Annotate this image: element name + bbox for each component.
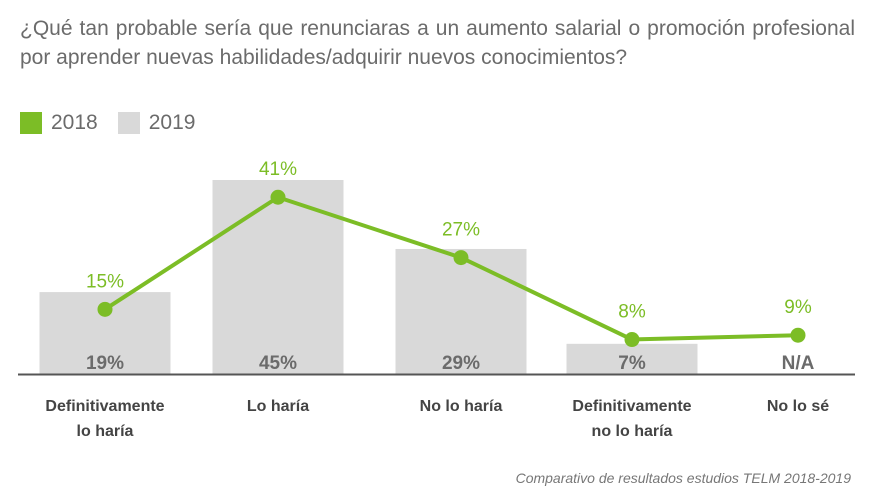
category-label-1: Lo haría	[247, 398, 309, 415]
point-label-2018-0: 15%	[86, 271, 124, 292]
category-label-0: Definitivamente lo haría	[45, 398, 164, 440]
point-2018-4	[790, 327, 806, 343]
source-caption: Comparativo de resultados estudios TELM …	[515, 470, 851, 486]
bar-label-2019-4: N/A	[782, 353, 815, 374]
legend-swatch-2019	[117, 112, 140, 134]
category-label-3: Definitivamente no lo haría	[572, 398, 691, 440]
category-label-line: Definitivamente	[572, 398, 691, 415]
category-label-line: No lo sé	[767, 398, 829, 415]
point-label-2018-1: 41%	[259, 159, 297, 180]
category-label-line: Definitivamente	[45, 398, 164, 415]
bar-label-2019-2: 29%	[442, 353, 480, 374]
legend-swatch-2018	[20, 112, 42, 134]
point-label-2018-4: 9%	[784, 297, 812, 318]
bar-label-2019-0: 19%	[86, 353, 124, 374]
category-label-2: No lo haría	[420, 398, 503, 415]
bar-label-2019-1: 45%	[259, 353, 297, 374]
legend-item-2019: 2019	[117, 111, 196, 135]
point-label-2018-3: 8%	[618, 302, 646, 323]
bar-label-2019-3: 7%	[618, 353, 646, 374]
bar-2019-2	[395, 248, 527, 374]
chart: 19% 45% 29% 7% N/A 15% 41% 27% 8% 9% Definitivamen…	[18, 159, 855, 440]
category-label-line: no lo haría	[592, 423, 673, 440]
category-label-4: No lo sé	[767, 398, 829, 415]
point-2018-1	[270, 189, 286, 205]
point-2018-3	[624, 332, 640, 348]
category-label-line: No lo haría	[420, 398, 503, 415]
legend-label-2019: 2019	[148, 111, 196, 134]
category-label-line: Lo haría	[247, 398, 309, 415]
legend: 2018 2019	[20, 110, 215, 136]
chart-title: ¿Qué tan probable sería que renunciaras …	[20, 17, 855, 69]
bar-2019-3	[566, 343, 698, 374]
category-label-line: lo haría	[77, 423, 134, 440]
legend-label-2018: 2018	[51, 111, 98, 134]
point-2018-0	[97, 301, 113, 317]
legend-item-2018: 2018	[20, 111, 98, 135]
point-2018-2	[453, 250, 469, 266]
point-label-2018-2: 27%	[442, 220, 480, 241]
bar-2019-1	[212, 180, 344, 374]
